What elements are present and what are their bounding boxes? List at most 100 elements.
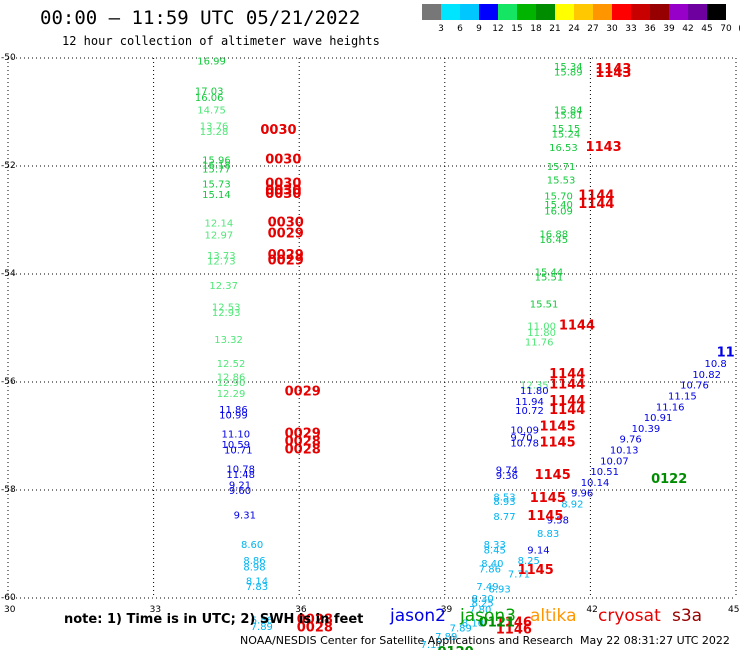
wave-height-label: 15.81 [554, 111, 583, 122]
pass-time-label: 0121 [479, 615, 515, 630]
wave-height-label: 15.96 [202, 156, 231, 167]
scale-swatch [688, 4, 707, 20]
wave-height-label: 13.28 [200, 127, 229, 138]
wave-height-label: 15.77 [202, 165, 231, 176]
pass-time-label: 0122 [651, 472, 687, 487]
wave-height-label: 8.45 [484, 545, 506, 556]
wave-height-label: 12.73 [207, 257, 236, 268]
pass-time-label: 0029 [268, 248, 304, 263]
y-tick-label: -50 [1, 53, 16, 63]
wave-height-label: 8.98 [243, 563, 265, 574]
note-text: note: 1) Time is in UTC; 2) SWH is in fe… [64, 612, 364, 627]
wave-height-label: 8.30 [471, 594, 493, 605]
wave-height-label: 15.51 [535, 273, 564, 284]
x-tick-label: 33 [149, 605, 162, 615]
wave-height-label: 8.83 [537, 529, 559, 540]
wave-height-label: 9.31 [234, 510, 256, 521]
wave-height-label: 15.89 [554, 68, 583, 79]
wave-height-label: 10.78 [510, 438, 539, 449]
wave-height-label: 7.89 [450, 624, 472, 635]
wave-height-label: 10.78 [226, 464, 255, 475]
scale-swatch [498, 4, 517, 20]
pass-time-label: 1143 [595, 66, 631, 81]
wave-height-label: 9.96 [571, 489, 593, 500]
wave-height-label: 14.75 [197, 105, 226, 116]
scale-swatch [517, 4, 536, 20]
wave-height-label: 12.97 [205, 231, 234, 242]
x-tick-label: 45 [728, 605, 740, 615]
wave-height-label: 9.14 [527, 545, 549, 556]
wave-height-label: 13.73 [207, 251, 236, 262]
pass-time-label: 1146 [496, 615, 532, 630]
wave-height-label: 9.58 [547, 516, 569, 527]
pass-time-label: 0120 [438, 645, 474, 650]
wave-height-label: 11.94 [515, 397, 544, 408]
wave-height-label: 8.10 [462, 618, 484, 629]
pass-time-label: 0030 [268, 216, 304, 231]
wave-height-label: 10.72 [515, 406, 544, 417]
scale-swatch [536, 4, 555, 20]
wave-height-label: 8.92 [561, 500, 583, 511]
pass-time-label: 1144 [549, 394, 585, 409]
wave-height-label: 8.86 [243, 556, 265, 567]
wave-height-label: 9.70 [510, 433, 532, 444]
scale-swatch [612, 4, 631, 20]
scale-swatch [707, 4, 726, 20]
scale-label: 24 [568, 24, 580, 34]
wave-height-label: 13.76 [200, 122, 229, 133]
scale-label: 45 [701, 24, 713, 34]
wave-height-label: 8.25 [471, 598, 493, 609]
pass-time-label: 11 [717, 345, 735, 360]
wave-height-label: 15.70 [544, 192, 573, 203]
scale-swatch [631, 4, 650, 20]
y-tick-label: -54 [1, 269, 16, 279]
wave-height-label: 12.90 [217, 378, 246, 389]
x-tick-label: 30 [4, 605, 16, 615]
wave-height-label: 15.40 [544, 200, 573, 211]
scale-label: 33 [625, 24, 637, 34]
wave-height-label: 15.34 [554, 62, 583, 73]
x-tick-label: 39 [440, 605, 453, 615]
wave-height-label: 7.11 [421, 640, 443, 650]
wave-height-label: 11.00 [527, 321, 556, 332]
wave-height-label: 12.29 [217, 389, 246, 400]
scale-label: 30 [606, 24, 618, 34]
wave-height-label: 7.89 [251, 622, 273, 633]
wave-height-label: 8.60 [241, 540, 263, 551]
wave-height-label: 12.53 [212, 302, 241, 313]
satellite-legend-cryosat: cryosat [598, 606, 661, 626]
wave-height-label: 10.76 [680, 381, 709, 392]
wave-height-label: 9.74 [496, 465, 518, 476]
satellite-legend-altika: altika [530, 606, 577, 626]
pass-time-label: 1144 [578, 189, 614, 204]
wave-height-label: 6.93 [488, 584, 510, 595]
wave-height-label: 15.51 [530, 300, 559, 311]
scale-label: 27 [587, 24, 599, 34]
wave-height-label: 10.09 [510, 426, 539, 437]
x-tick-label: 42 [586, 605, 598, 615]
wave-height-label: 11.76 [525, 338, 554, 349]
scale-swatch [650, 4, 669, 20]
wave-height-label: 11.86 [219, 405, 248, 416]
wave-height-label: 10.39 [632, 424, 661, 435]
wave-height-label: 8.14 [246, 577, 268, 588]
wave-height-label: 7.49 [476, 582, 498, 593]
wave-height-label: 10.8 [704, 359, 726, 370]
scale-label: 21 [549, 24, 561, 34]
pass-time-label: 1144 [549, 378, 585, 393]
map-title: 00:00 – 11:59 UTC 05/21/2022 [40, 7, 361, 29]
wave-height-label: 12.93 [212, 308, 241, 319]
pass-time-label: 0028 [297, 621, 333, 636]
wave-height-label: 15.15 [552, 124, 581, 135]
scale-swatch [593, 4, 612, 20]
wave-height-label: 10.13 [610, 446, 639, 457]
pass-time-label: 1145 [518, 563, 554, 578]
wave-height-label: 15.24 [552, 130, 581, 141]
wave-height-label: 10.99 [219, 410, 248, 421]
wave-height-label: 16.53 [549, 143, 578, 154]
wave-height-label: 8.53 [493, 492, 515, 503]
scale-label: 3 [438, 24, 444, 34]
pass-time-label: 0030 [265, 176, 301, 191]
wave-height-label: 12.86 [217, 373, 246, 384]
wave-height-label: 10.14 [581, 478, 610, 489]
